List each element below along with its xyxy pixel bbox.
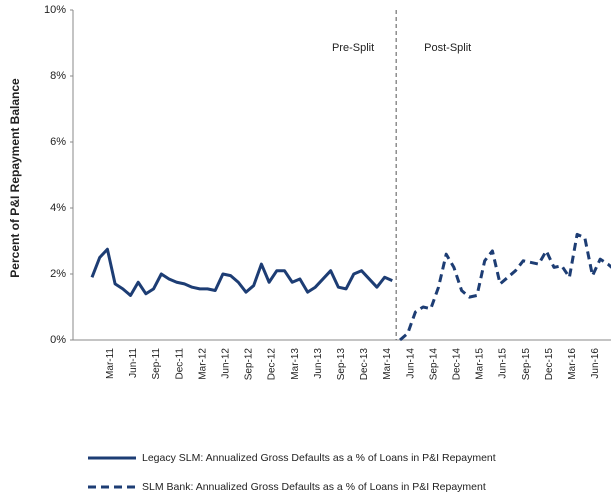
y-tick-label: 6% <box>50 136 66 148</box>
series-line <box>399 232 611 342</box>
x-tick-label: Sep-14 <box>428 348 439 381</box>
x-tick-label: Mar-14 <box>382 348 393 380</box>
y-tick-label: 0% <box>50 334 66 346</box>
x-tick-label: Mar-16 <box>567 348 578 380</box>
x-tick-label: Dec-15 <box>544 348 555 381</box>
y-tick-label: 2% <box>50 268 66 280</box>
x-tick-label: Mar-15 <box>475 348 486 380</box>
legend-label: SLM Bank: Annualized Gross Defaults as a… <box>142 481 486 493</box>
series-line <box>90 247 393 297</box>
y-tick-label: 4% <box>50 202 66 214</box>
x-tick-label: Sep-11 <box>151 348 162 380</box>
annotation: Pre-Split <box>332 42 374 54</box>
legend-label: Legacy SLM: Annualized Gross Defaults as… <box>142 452 496 464</box>
annotation: Post-Split <box>424 42 471 54</box>
x-tick-label: Dec-12 <box>267 348 278 381</box>
x-tick-label: Sep-13 <box>336 348 347 381</box>
x-tick-label: Jun-12 <box>221 348 232 379</box>
x-tick-label: Jun-11 <box>128 348 139 378</box>
x-tick-label: Sep-12 <box>244 348 255 381</box>
x-tick-label: Mar-12 <box>197 348 208 380</box>
x-tick-label: Jun-16 <box>590 348 601 379</box>
x-tick-label: Dec-14 <box>452 348 463 381</box>
x-tick-label: Dec-11 <box>174 348 185 380</box>
x-tick-label: Mar-11 <box>105 348 116 379</box>
x-tick-label: Dec-13 <box>359 348 370 381</box>
x-tick-label: Jun-14 <box>405 348 416 379</box>
x-tick-label: Jun-15 <box>498 348 509 379</box>
y-axis-label: Percent of P&I Repayment Balance <box>8 78 22 278</box>
y-tick-label: 10% <box>44 4 66 16</box>
y-tick-label: 8% <box>50 70 66 82</box>
x-tick-label: Jun-13 <box>313 348 324 379</box>
x-tick-label: Sep-15 <box>521 348 532 381</box>
x-tick-label: Mar-13 <box>290 348 301 380</box>
